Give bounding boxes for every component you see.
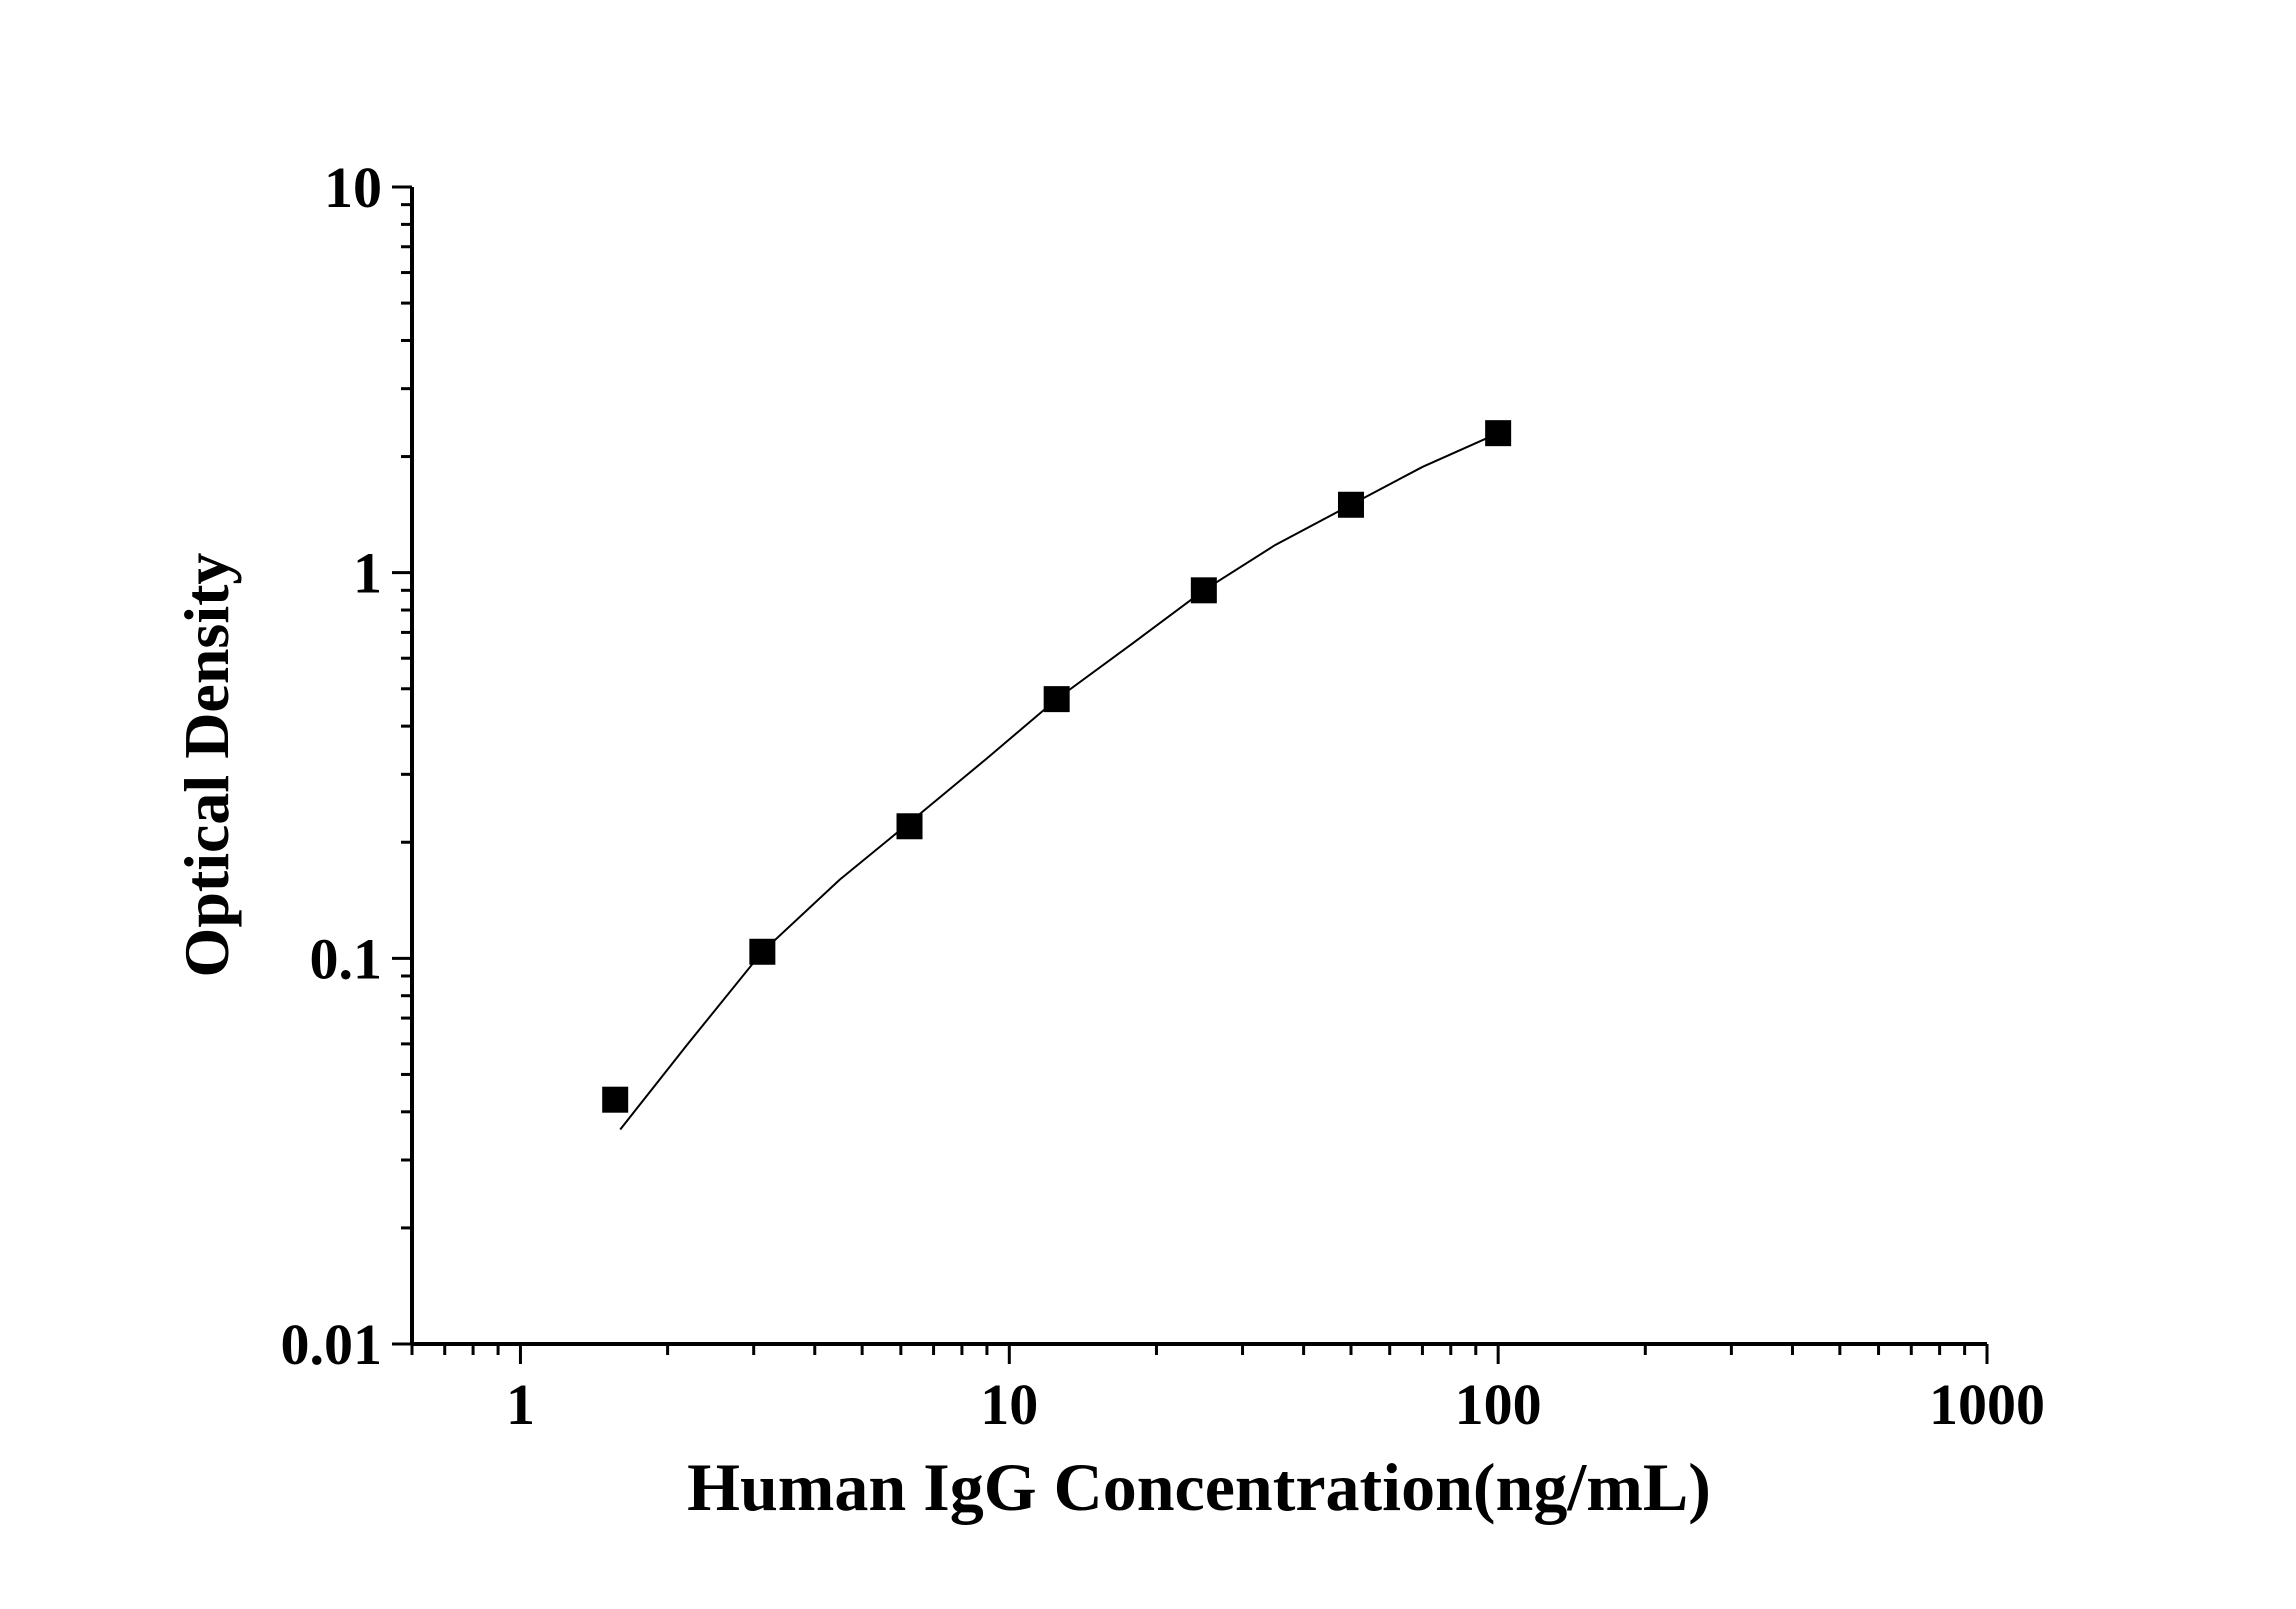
- x-tick-label: 100: [1455, 1372, 1542, 1437]
- data-point: [749, 938, 776, 965]
- data-point: [602, 1086, 629, 1113]
- x-axis-label: Human IgG Concentration(ng/mL): [687, 1449, 1711, 1525]
- data-point: [1485, 420, 1512, 447]
- x-tick-label: 1000: [1929, 1372, 2045, 1437]
- axes: 1 10 100 1000 0.01 0.1 1 10: [281, 155, 2046, 1437]
- y-axis-label: Optical Density: [171, 553, 242, 978]
- data-marks: [602, 420, 1512, 1131]
- data-point: [1190, 577, 1217, 604]
- y-tick-label: 1: [353, 541, 382, 606]
- fit-curve: [619, 432, 1499, 1131]
- y-tick-label: 10: [324, 155, 382, 220]
- data-point: [1337, 491, 1364, 518]
- y-tick-label: 0.1: [310, 926, 383, 991]
- x-tick-label: 10: [980, 1372, 1038, 1437]
- data-point: [896, 813, 923, 840]
- y-tick-label: 0.01: [281, 1312, 383, 1377]
- x-tick-label: 1: [506, 1372, 535, 1437]
- data-point: [1043, 686, 1070, 713]
